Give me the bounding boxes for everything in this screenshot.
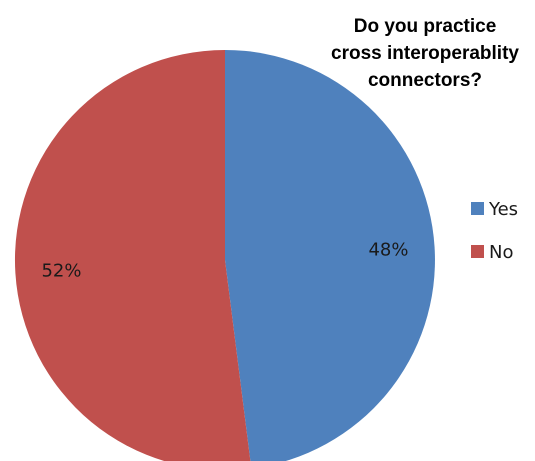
legend-swatch-yes — [471, 202, 484, 215]
chart-title: Do you practice cross interoperablity co… — [331, 16, 519, 91]
slice-label-yes: 48% — [368, 240, 408, 261]
legend-label-yes: Yes — [488, 199, 518, 220]
pie-slice-no — [15, 50, 251, 461]
chart-title-line-3: connectors? — [368, 70, 482, 91]
chart-title-line-2: cross interoperablity — [331, 43, 519, 64]
legend-label-no: No — [489, 242, 513, 263]
pie-slice-yes — [225, 50, 435, 461]
legend: Yes No — [471, 199, 518, 263]
legend-swatch-no — [471, 245, 484, 258]
legend-item-yes: Yes — [471, 199, 518, 220]
chart-title-line-1: Do you practice — [354, 16, 497, 37]
slice-label-no: 52% — [41, 260, 81, 281]
legend-item-no: No — [471, 242, 513, 263]
pie-slices — [15, 50, 435, 461]
slice-labels: 48% 52% — [41, 240, 408, 282]
